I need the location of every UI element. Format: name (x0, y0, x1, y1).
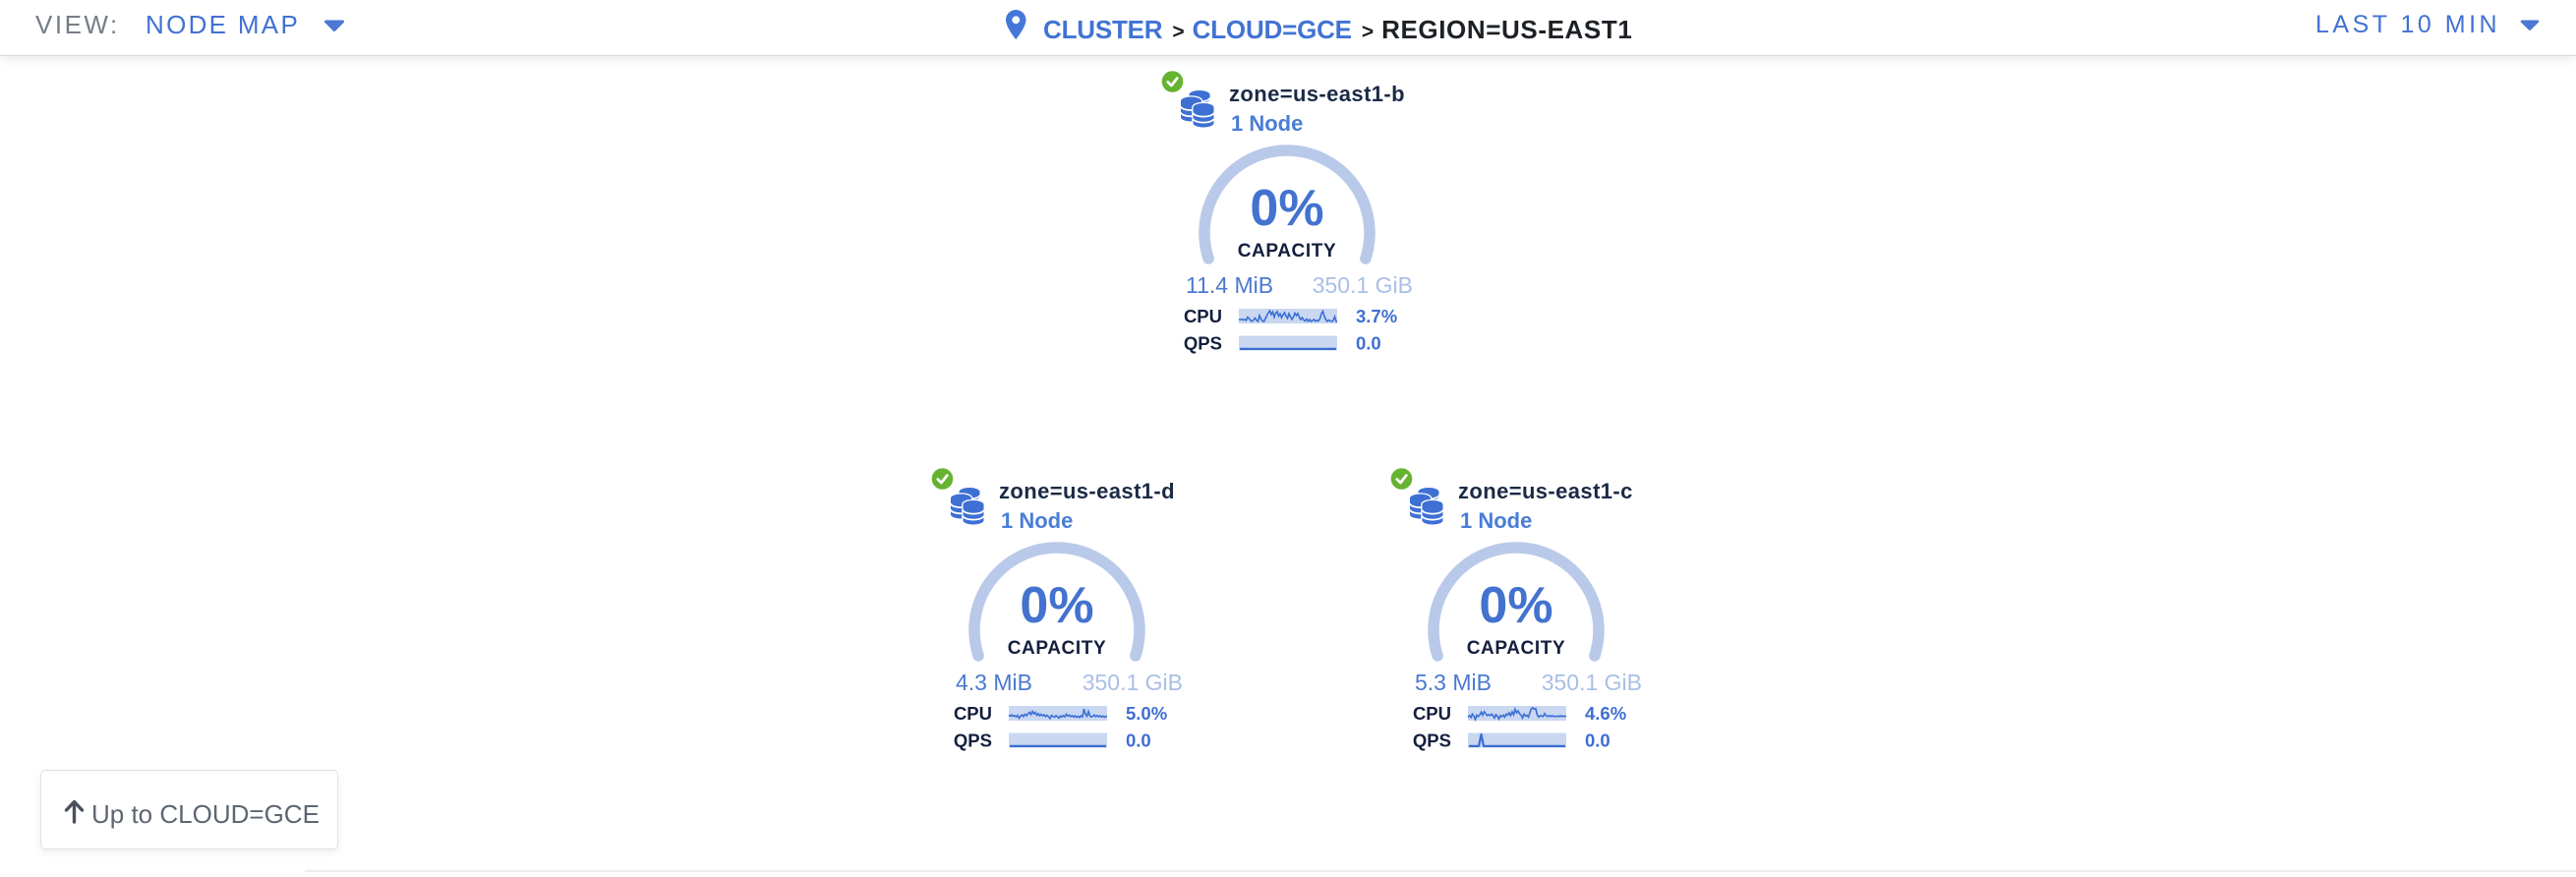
svg-text:350.1 GiB: 350.1 GiB (1542, 670, 1642, 695)
svg-text:0.0: 0.0 (1356, 333, 1381, 354)
svg-text:CAPACITY: CAPACITY (1238, 241, 1337, 262)
svg-text:350.1 GiB: 350.1 GiB (1313, 272, 1413, 298)
svg-text:3.7%: 3.7% (1356, 306, 1397, 326)
svg-text:zone=us-east1-d: zone=us-east1-d (999, 479, 1175, 503)
svg-text:0%: 0% (1020, 577, 1093, 634)
svg-text:0.0: 0.0 (1585, 731, 1610, 751)
svg-text:1 Node: 1 Node (1001, 508, 1073, 533)
svg-text:CPU: CPU (1184, 306, 1222, 326)
svg-text:350.1 GiB: 350.1 GiB (1083, 670, 1183, 695)
svg-text:zone=us-east1-c: zone=us-east1-c (1458, 479, 1633, 503)
svg-text:CPU: CPU (1413, 703, 1451, 724)
svg-text:zone=us-east1-b: zone=us-east1-b (1229, 82, 1405, 106)
svg-text:0%: 0% (1479, 577, 1552, 634)
svg-text:4.3 MiB: 4.3 MiB (956, 670, 1032, 695)
svg-text:5.0%: 5.0% (1126, 703, 1167, 724)
svg-text:CPU: CPU (954, 703, 992, 724)
svg-text:11.4 MiB: 11.4 MiB (1186, 272, 1273, 298)
svg-text:CAPACITY: CAPACITY (1467, 638, 1566, 659)
svg-text:0%: 0% (1250, 180, 1323, 237)
svg-text:QPS: QPS (1184, 333, 1222, 354)
svg-text:4.6%: 4.6% (1585, 703, 1626, 724)
svg-text:1 Node: 1 Node (1231, 111, 1303, 136)
svg-text:QPS: QPS (1413, 731, 1451, 751)
svg-text:5.3 MiB: 5.3 MiB (1415, 670, 1492, 695)
svg-text:QPS: QPS (954, 731, 992, 751)
svg-text:1 Node: 1 Node (1460, 508, 1532, 533)
svg-text:CAPACITY: CAPACITY (1008, 638, 1107, 659)
svg-text:0.0: 0.0 (1126, 731, 1151, 751)
